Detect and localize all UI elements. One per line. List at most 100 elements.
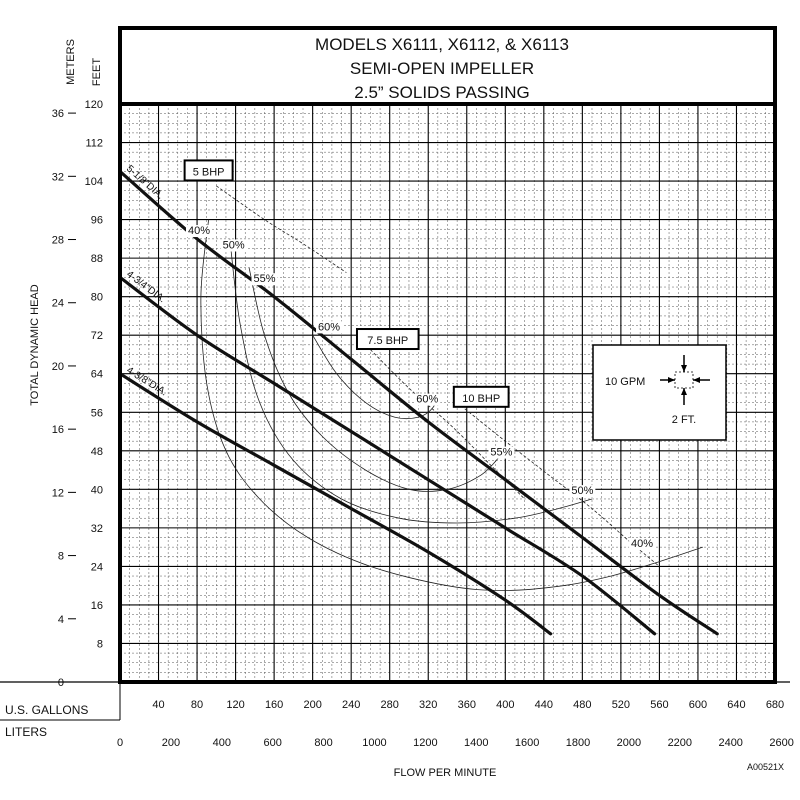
meter-tick-label: 20 bbox=[52, 361, 64, 373]
efficiency-label: 55% bbox=[253, 273, 275, 285]
efficiency-label: 60% bbox=[416, 394, 438, 406]
feet-axis-unit: FEET bbox=[91, 58, 103, 86]
efficiency-curve-60pct bbox=[312, 334, 439, 419]
feet-tick-label: 32 bbox=[91, 523, 103, 535]
efficiency-label-bg bbox=[629, 538, 656, 551]
arrow-left-head bbox=[668, 377, 675, 383]
feet-tick-label: 112 bbox=[85, 138, 103, 150]
gallon-tick-label: 240 bbox=[342, 699, 360, 711]
efficiency-label: 50% bbox=[571, 485, 593, 497]
efficiency-label: 50% bbox=[223, 240, 245, 252]
liter-tick-label: 1800 bbox=[566, 737, 590, 749]
arrow-right-head bbox=[693, 377, 700, 383]
liter-tick-label: 600 bbox=[263, 737, 281, 749]
gallon-tick-label: 160 bbox=[265, 699, 283, 711]
gallon-tick-label: 680 bbox=[766, 699, 784, 711]
liter-tick-label: 1200 bbox=[413, 737, 437, 749]
fine-grid bbox=[120, 104, 775, 682]
major-grid bbox=[120, 104, 775, 682]
gallon-tick-label: 280 bbox=[381, 699, 399, 711]
gallon-tick-label: 560 bbox=[650, 699, 668, 711]
liter-tick-label: 2400 bbox=[718, 737, 742, 749]
bhp-label: 7.5 BHP bbox=[367, 335, 408, 347]
feet-tick-label: 48 bbox=[91, 446, 103, 458]
bhp-label-box bbox=[355, 328, 420, 351]
arrow-up-head bbox=[681, 365, 687, 372]
gallons-axis-unit: U.S. GALLONS bbox=[5, 703, 88, 717]
gallon-tick-label: 360 bbox=[458, 699, 476, 711]
feet-tick-label: 88 bbox=[91, 253, 103, 265]
feet-tick-label: 64 bbox=[91, 369, 103, 381]
liter-tick-label: 2000 bbox=[617, 737, 641, 749]
efficiency-curve-50pct bbox=[229, 238, 593, 524]
scale-legend: 10 GPM 2 FT. bbox=[592, 344, 727, 441]
title-line-3: 2.5” SOLIDS PASSING bbox=[354, 83, 529, 102]
liter-tick-label: 1400 bbox=[464, 737, 488, 749]
meter-tick-label: 12 bbox=[52, 487, 64, 499]
impeller-curve-1 bbox=[118, 169, 719, 636]
feet-tick-label: 16 bbox=[91, 600, 103, 612]
gallon-tick-label: 640 bbox=[727, 699, 745, 711]
y-axis-title: TOTAL DYNAMIC HEAD bbox=[29, 284, 41, 405]
liter-tick-label: 2600 bbox=[769, 737, 793, 749]
gallon-tick-label: 400 bbox=[496, 699, 514, 711]
meter-tick-label: 36 bbox=[52, 108, 64, 120]
feet-tick-label: 96 bbox=[91, 215, 103, 227]
liter-tick-label: 0 bbox=[117, 737, 123, 749]
meter-tick-label: 24 bbox=[52, 298, 64, 310]
liter-tick-label: 200 bbox=[162, 737, 180, 749]
meter-tick-label: 32 bbox=[52, 171, 64, 183]
efficiency-label-bg bbox=[251, 273, 278, 286]
efficiency-label-bg bbox=[569, 485, 596, 498]
scale-legend-box bbox=[592, 344, 727, 441]
efficiency-label: 60% bbox=[318, 321, 340, 333]
title-line-2: SEMI-OPEN IMPELLER bbox=[350, 59, 534, 78]
efficiency-label-bg bbox=[488, 446, 515, 459]
feet-tick-label: 72 bbox=[91, 330, 103, 342]
impeller-curves bbox=[118, 169, 719, 636]
arrow-down-head bbox=[681, 388, 687, 395]
efficiency-curve-55pct bbox=[248, 267, 501, 492]
scale-legend-gpm: 10 GPM bbox=[605, 376, 645, 388]
efficiency-curves bbox=[200, 219, 703, 591]
gallon-tick-label: 200 bbox=[303, 699, 321, 711]
meters-axis-unit: METERS bbox=[65, 39, 77, 85]
liter-tick-label: 2200 bbox=[668, 737, 692, 749]
efficiency-label-bg bbox=[220, 239, 247, 252]
gallon-tick-label: 120 bbox=[226, 699, 244, 711]
impeller-curve-3 bbox=[118, 372, 553, 636]
bhp-label: 10 BHP bbox=[462, 393, 500, 405]
efficiency-label-bg bbox=[414, 393, 441, 406]
gallon-tick-label: 520 bbox=[612, 699, 630, 711]
x-axis-title: FLOW PER MINUTE bbox=[394, 767, 497, 779]
gallon-tick-label: 440 bbox=[535, 699, 553, 711]
feet-tick-label: 120 bbox=[85, 99, 103, 111]
feet-tick-label: 24 bbox=[91, 561, 103, 573]
efficiency-label: 40% bbox=[188, 225, 210, 237]
curve-labels: 5-1/8”DIA.4-3/4”DIA.4-3/8”DIA.40%50%55%6… bbox=[124, 159, 656, 551]
gallon-tick-label: 320 bbox=[419, 699, 437, 711]
efficiency-curve-40pct bbox=[200, 219, 703, 591]
liter-tick-label: 1600 bbox=[515, 737, 539, 749]
feet-tick-label: 104 bbox=[85, 176, 103, 188]
meter-tick-label: 28 bbox=[52, 235, 64, 247]
gallon-tick-label: 40 bbox=[152, 699, 164, 711]
scale-legend-feet: 2 FT. bbox=[672, 414, 696, 426]
title-line-1: MODELS X6111, X6112, & X6113 bbox=[315, 35, 569, 54]
liter-tick-label: 800 bbox=[314, 737, 332, 749]
feet-tick-label: 8 bbox=[97, 638, 103, 650]
liter-tick-label: 1000 bbox=[362, 737, 386, 749]
bhp-line-5bhp bbox=[216, 185, 347, 273]
feet-tick-label: 80 bbox=[91, 292, 103, 304]
scale-legend-square bbox=[674, 371, 694, 389]
impeller-curve-2 bbox=[118, 275, 657, 636]
meter-tick-label: 8 bbox=[58, 551, 64, 563]
feet-tick-label: 56 bbox=[91, 407, 103, 419]
efficiency-label-bg bbox=[185, 225, 212, 238]
gallon-tick-label: 480 bbox=[573, 699, 591, 711]
meter-tick-label: 16 bbox=[52, 424, 64, 436]
liter-tick-label: 400 bbox=[213, 737, 231, 749]
liters-axis-unit: LITERS bbox=[5, 725, 47, 739]
feet-tick-label: 40 bbox=[91, 484, 103, 496]
bhp-label-box bbox=[183, 159, 234, 182]
